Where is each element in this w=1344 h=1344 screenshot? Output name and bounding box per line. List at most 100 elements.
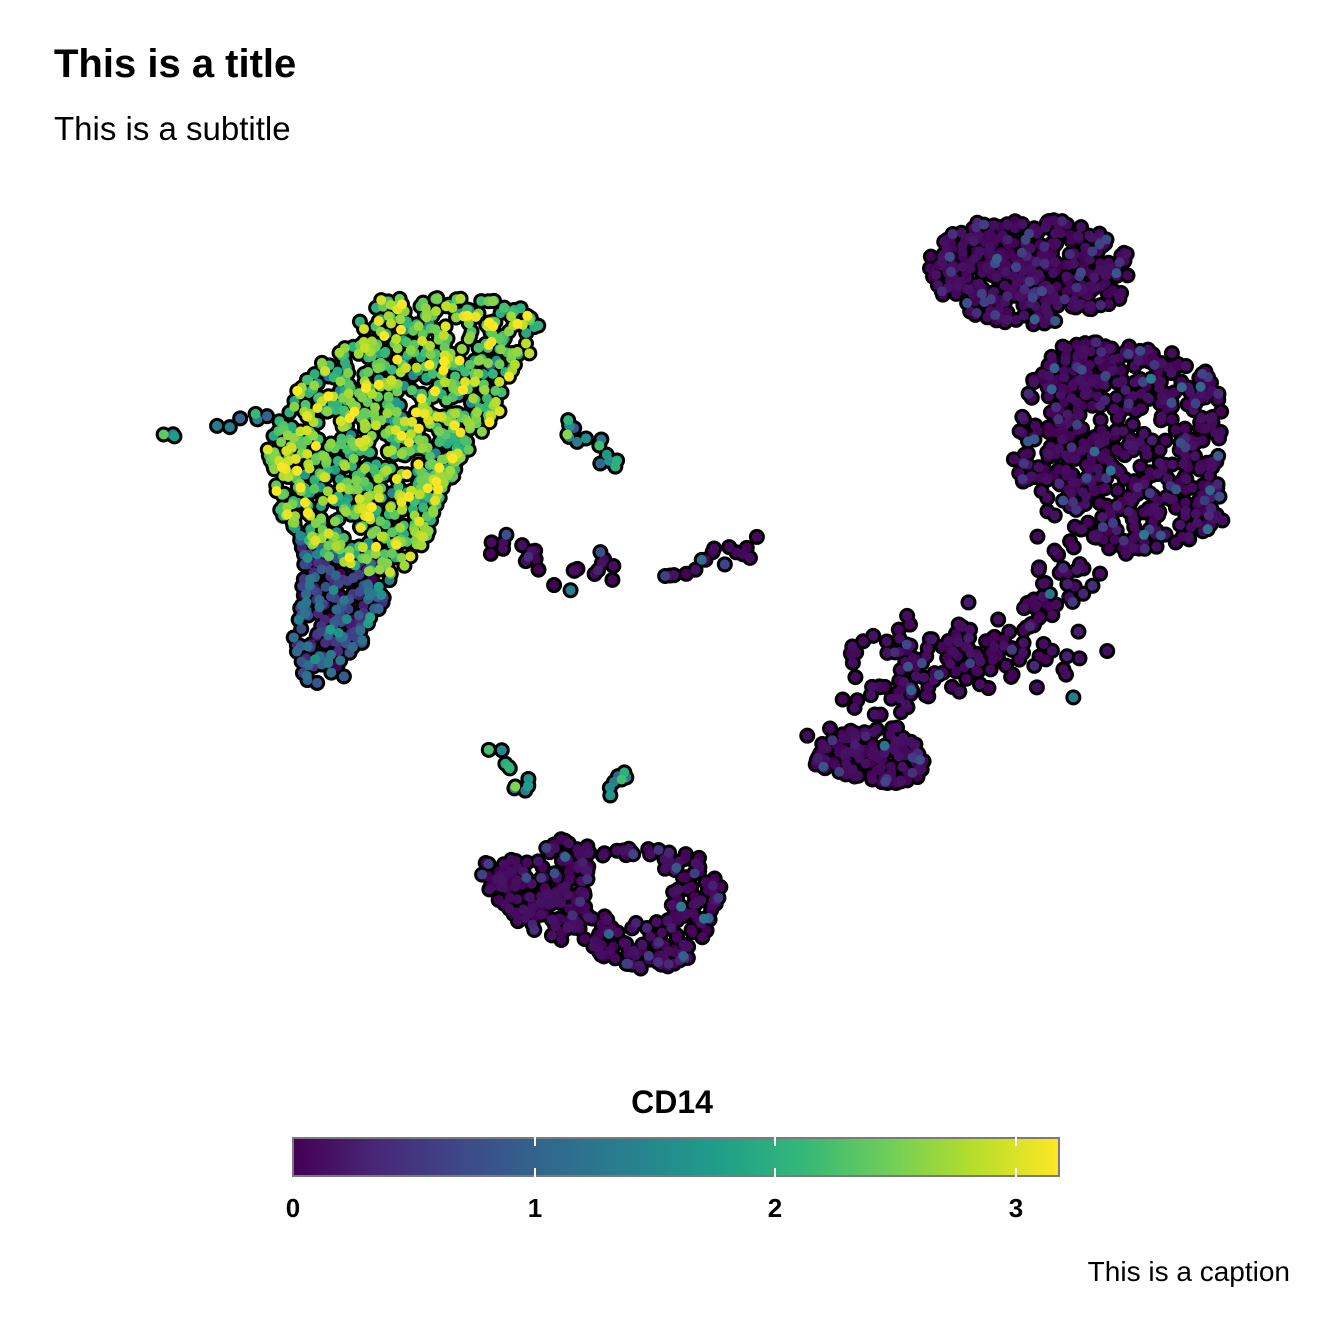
data-point (936, 286, 947, 297)
data-point (1046, 351, 1057, 362)
data-point (1135, 461, 1146, 472)
data-point (663, 959, 674, 970)
data-point (937, 252, 948, 263)
data-point (645, 849, 656, 860)
data-point (595, 458, 606, 469)
data-point (1128, 543, 1139, 554)
data-point (581, 433, 592, 444)
data-point (1201, 423, 1212, 434)
data-point (326, 649, 337, 660)
data-point (991, 272, 1002, 283)
data-point (1071, 565, 1082, 576)
data-point (976, 288, 987, 299)
data-point (630, 918, 641, 929)
data-point (681, 568, 692, 579)
data-point (1123, 348, 1134, 359)
data-point (651, 917, 662, 928)
data-point (1087, 246, 1098, 257)
data-point (383, 391, 394, 402)
data-point (1112, 485, 1123, 496)
data-point (386, 548, 397, 559)
data-point (498, 859, 509, 870)
data-point (521, 857, 532, 868)
data-point (1170, 502, 1181, 513)
data-point (1079, 345, 1090, 356)
data-point (965, 648, 976, 659)
data-point (1027, 292, 1038, 303)
data-point (1152, 469, 1163, 480)
data-point (1196, 412, 1207, 423)
data-point (1075, 374, 1086, 385)
data-point (391, 407, 402, 418)
data-point (1144, 488, 1155, 499)
data-point (1133, 355, 1144, 366)
data-point (925, 251, 936, 262)
data-point (362, 579, 373, 590)
data-point (300, 608, 311, 619)
data-point (533, 564, 544, 575)
data-point (497, 874, 508, 885)
data-point (637, 939, 648, 950)
data-point (556, 834, 567, 845)
data-point (849, 702, 860, 713)
data-point (1109, 534, 1120, 545)
data-point (1066, 488, 1077, 499)
data-point (487, 368, 498, 379)
data-point (827, 735, 838, 746)
data-point (343, 379, 354, 390)
data-point (834, 766, 845, 777)
data-point (1138, 529, 1149, 540)
data-point (499, 302, 510, 313)
data-point (1070, 453, 1081, 464)
data-point (697, 932, 708, 943)
data-point (1204, 413, 1215, 424)
data-point (1143, 393, 1154, 404)
data-point (1158, 395, 1169, 406)
data-point (459, 435, 470, 446)
chart-subtitle: This is a subtitle (54, 110, 291, 147)
data-point (1014, 426, 1025, 437)
data-point (404, 446, 415, 457)
data-point (1095, 414, 1106, 425)
data-point (1062, 579, 1073, 590)
data-point (1178, 458, 1189, 469)
data-point (671, 862, 682, 873)
data-point (1153, 510, 1164, 521)
data-point (1046, 645, 1057, 656)
data-point (988, 220, 999, 231)
data-point (893, 624, 904, 635)
data-point (601, 449, 612, 460)
data-point (583, 848, 594, 859)
data-point (1094, 438, 1105, 449)
data-point (504, 903, 515, 914)
data-point (549, 868, 560, 879)
data-point (621, 938, 632, 949)
data-point (925, 263, 936, 274)
data-point (653, 957, 664, 968)
data-point (860, 731, 871, 742)
data-point (1022, 448, 1033, 459)
data-point (897, 732, 908, 743)
data-point (880, 776, 891, 787)
data-point (910, 671, 921, 682)
data-point (1023, 436, 1034, 447)
data-point (301, 670, 312, 681)
data-point (1149, 359, 1160, 370)
data-point (338, 595, 349, 606)
data-point (523, 773, 534, 784)
data-point (1118, 426, 1129, 437)
data-point (985, 228, 996, 239)
data-point (1127, 390, 1138, 401)
data-point (628, 849, 639, 860)
data-point (678, 950, 689, 961)
data-point (1047, 610, 1058, 621)
data-point (971, 222, 982, 233)
data-point (577, 857, 588, 868)
data-point (1087, 580, 1098, 591)
data-point (1128, 514, 1139, 525)
data-point (1155, 530, 1166, 541)
data-point (673, 911, 684, 922)
data-point (288, 632, 299, 643)
data-point (582, 874, 593, 885)
data-point (1183, 531, 1194, 542)
